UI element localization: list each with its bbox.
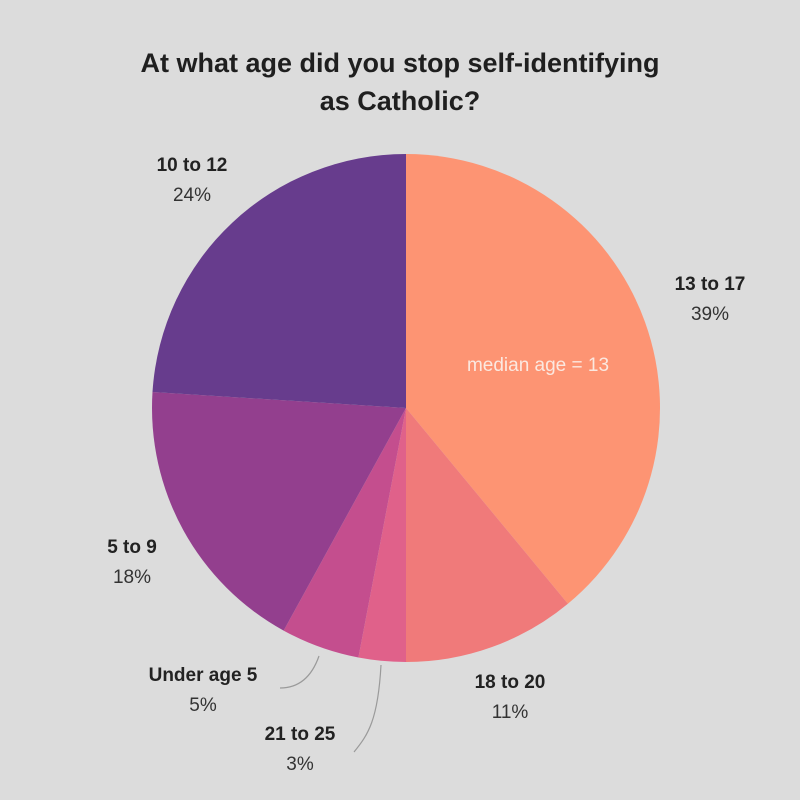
pie-slice-18-to-20 xyxy=(406,408,568,662)
slice-name-18-to-20: 18 to 20 xyxy=(475,672,546,693)
pie-slices xyxy=(151,154,661,662)
slice-name-10-to-12: 10 to 12 xyxy=(157,155,228,176)
pie-slice-10-to-12 xyxy=(152,154,406,408)
slice-labels: 13 to 17 39% 18 to 20 11% 21 to 25 3% Under ag… xyxy=(107,155,745,775)
slice-label-18-to-20: 18 to 20 11% xyxy=(475,672,546,723)
slice-percent-under-age-5: 5% xyxy=(189,695,217,716)
slice-label-10-to-12: 10 to 12 24% xyxy=(157,155,228,206)
chart-title-line-1: At what age did you stop self-identifyin… xyxy=(140,48,660,78)
median-annotation: median age = 13 xyxy=(467,355,609,376)
pie-slice-13-to-17 xyxy=(406,154,661,604)
chart-title-line-2: as Catholic? xyxy=(319,86,481,116)
slice-name-5-to-9: 5 to 9 xyxy=(107,537,157,558)
slice-percent-21-to-25: 3% xyxy=(286,754,314,775)
slice-percent-5-to-9: 18% xyxy=(113,567,151,588)
leader-line-under-age-5 xyxy=(279,655,320,689)
leader-lines xyxy=(279,655,382,753)
pie-slice-under-age-5 xyxy=(283,408,406,658)
slice-label-under-age-5: Under age 5 5% xyxy=(149,665,258,716)
slice-name-21-to-25: 21 to 25 xyxy=(265,724,336,745)
pie-slice-21-to-25 xyxy=(358,408,406,662)
slice-label-13-to-17: 13 to 17 39% xyxy=(675,274,746,325)
slice-name-13-to-17: 13 to 17 xyxy=(675,274,746,295)
slice-label-5-to-9: 5 to 9 18% xyxy=(107,537,157,588)
slice-percent-10-to-12: 24% xyxy=(173,185,211,206)
slice-name-under-age-5: Under age 5 xyxy=(149,665,258,686)
leader-line-21-to-25 xyxy=(353,664,382,753)
chart-title: At what age did you stop self-identifyin… xyxy=(0,44,800,120)
slice-percent-18-to-20: 11% xyxy=(492,702,529,723)
slice-percent-13-to-17: 39% xyxy=(691,304,729,325)
slice-label-21-to-25: 21 to 25 3% xyxy=(265,724,336,775)
pie-slice-5-to-9 xyxy=(151,392,406,631)
